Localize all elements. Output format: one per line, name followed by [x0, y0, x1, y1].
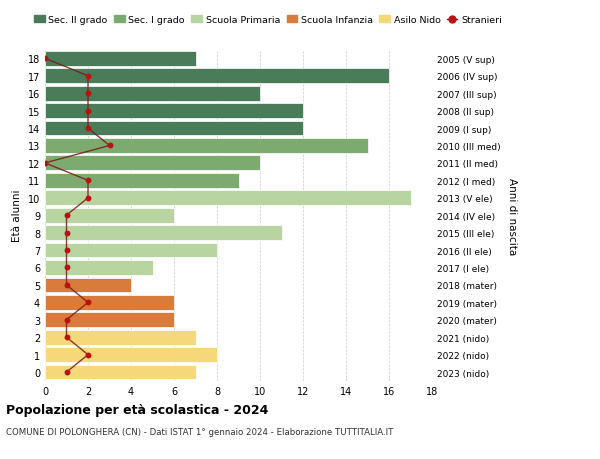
Point	[83, 299, 93, 306]
Y-axis label: Età alunni: Età alunni	[12, 190, 22, 242]
Point	[83, 351, 93, 358]
Bar	[45, 104, 303, 119]
Point	[83, 177, 93, 185]
Point	[62, 369, 71, 376]
Bar	[45, 330, 196, 345]
Point	[83, 195, 93, 202]
Point	[83, 73, 93, 80]
Bar	[45, 52, 196, 67]
Legend: Sec. II grado, Sec. I grado, Scuola Primaria, Scuola Infanzia, Asilo Nido, Stran: Sec. II grado, Sec. I grado, Scuola Prim…	[31, 12, 506, 29]
Bar	[45, 243, 217, 258]
Point	[62, 334, 71, 341]
Point	[83, 108, 93, 115]
Point	[40, 56, 50, 63]
Bar	[45, 156, 260, 171]
Bar	[45, 69, 389, 84]
Point	[62, 316, 71, 324]
Point	[83, 125, 93, 133]
Bar	[45, 208, 174, 223]
Bar	[45, 87, 260, 101]
Bar	[45, 313, 174, 327]
Point	[62, 247, 71, 254]
Point	[40, 160, 50, 167]
Bar	[45, 347, 217, 362]
Point	[105, 142, 115, 150]
Point	[62, 264, 71, 272]
Point	[62, 212, 71, 219]
Bar	[45, 261, 152, 275]
Point	[83, 90, 93, 98]
Bar	[45, 174, 239, 188]
Point	[62, 230, 71, 237]
Y-axis label: Anni di nascita: Anni di nascita	[507, 177, 517, 254]
Bar	[45, 365, 196, 380]
Bar	[45, 278, 131, 293]
Bar	[45, 226, 281, 241]
Point	[62, 282, 71, 289]
Text: COMUNE DI POLONGHERA (CN) - Dati ISTAT 1° gennaio 2024 - Elaborazione TUTTITALIA: COMUNE DI POLONGHERA (CN) - Dati ISTAT 1…	[6, 427, 394, 436]
Bar	[45, 139, 367, 154]
Bar	[45, 191, 410, 206]
Text: Popolazione per età scolastica - 2024: Popolazione per età scolastica - 2024	[6, 403, 268, 416]
Bar	[45, 295, 174, 310]
Bar	[45, 121, 303, 136]
